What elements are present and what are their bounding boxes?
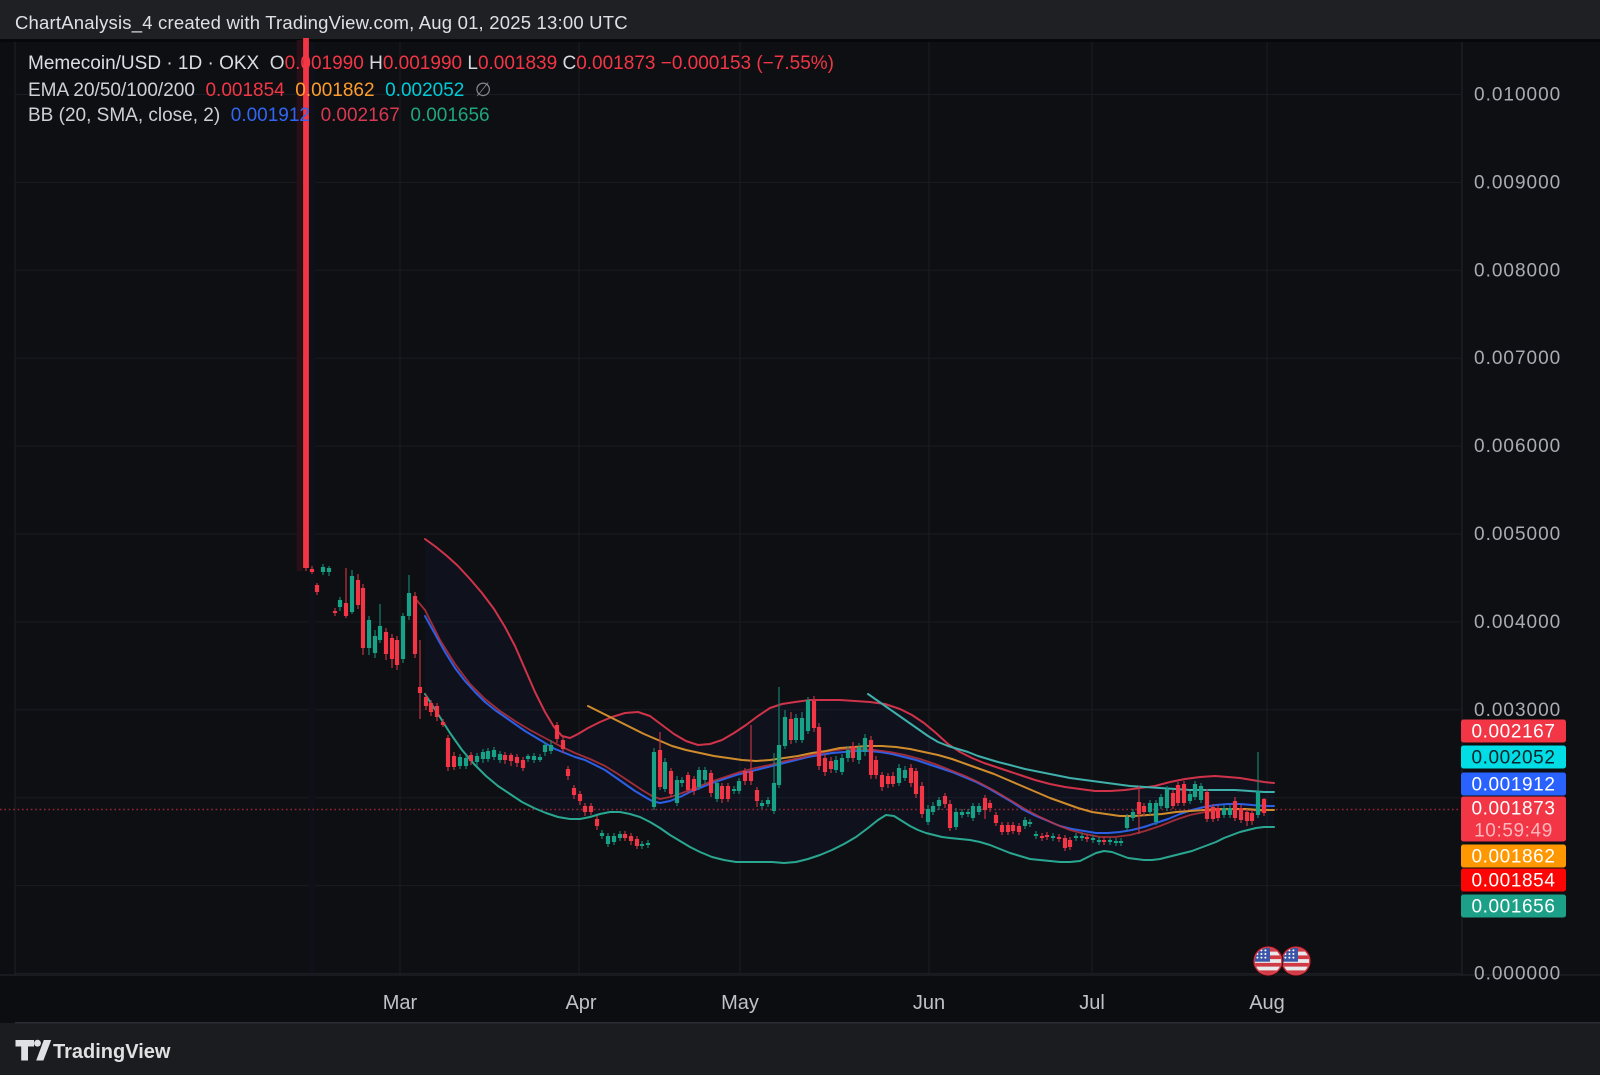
svg-text:0.007000: 0.007000: [1474, 348, 1561, 369]
svg-text:Jul: Jul: [1079, 992, 1105, 1014]
svg-text:Jun: Jun: [913, 992, 945, 1014]
svg-text:0.001854: 0.001854: [1471, 871, 1555, 892]
svg-text:May: May: [721, 992, 759, 1014]
svg-text:0.002167: 0.002167: [1471, 722, 1555, 743]
svg-text:Apr: Apr: [565, 992, 596, 1014]
svg-text:Aug: Aug: [1249, 992, 1285, 1014]
svg-text:0.001656: 0.001656: [1471, 897, 1555, 918]
svg-text:0.005000: 0.005000: [1474, 524, 1561, 545]
svg-text:0.003000: 0.003000: [1474, 700, 1561, 721]
svg-text:0.004000: 0.004000: [1474, 612, 1561, 633]
svg-text:0.006000: 0.006000: [1474, 436, 1561, 457]
svg-text:0.000000: 0.000000: [1474, 964, 1561, 985]
svg-text:0.001862: 0.001862: [1471, 847, 1555, 868]
svg-text:TradingView: TradingView: [53, 1041, 171, 1063]
svg-text:0.008000: 0.008000: [1474, 260, 1561, 281]
svg-text:Mar: Mar: [383, 992, 418, 1014]
svg-text:0.009000: 0.009000: [1474, 172, 1561, 193]
svg-text:10:59:49: 10:59:49: [1474, 821, 1553, 842]
svg-text:0.010000: 0.010000: [1474, 85, 1561, 106]
svg-text:0.002052: 0.002052: [1471, 748, 1555, 769]
svg-text:0.001873: 0.001873: [1471, 799, 1555, 820]
svg-text:0.001912: 0.001912: [1471, 775, 1555, 796]
